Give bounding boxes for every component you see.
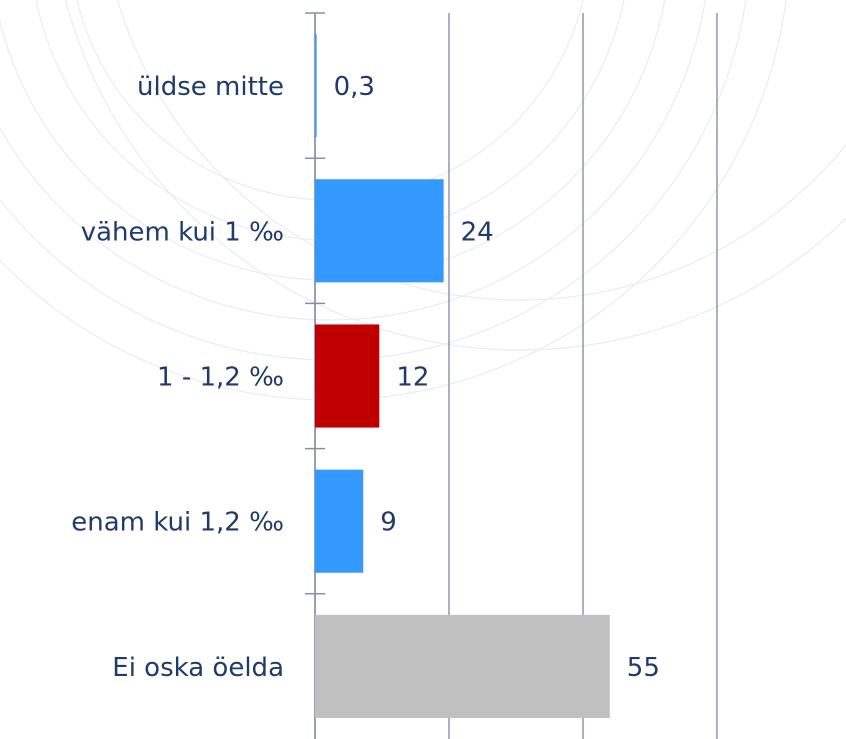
y-tick-label: Ei oska öelda [112,653,284,683]
bar [315,34,317,138]
value-label: 55 [627,653,660,683]
value-label: 24 [461,217,494,247]
y-tick-label: 1 - 1,2 ‰ [157,363,284,393]
bar [315,469,364,573]
value-label: 9 [380,508,397,538]
y-tick-label: enam kui 1,2 ‰ [71,508,284,538]
value-label: 0,3 [334,72,375,102]
value-label: 12 [396,363,429,393]
bar [315,324,380,428]
y-tick-label: üldse mitte [137,72,284,102]
y-tick-label: vähem kui 1 ‰ [81,217,284,247]
bar [315,179,444,283]
bar [315,614,610,718]
